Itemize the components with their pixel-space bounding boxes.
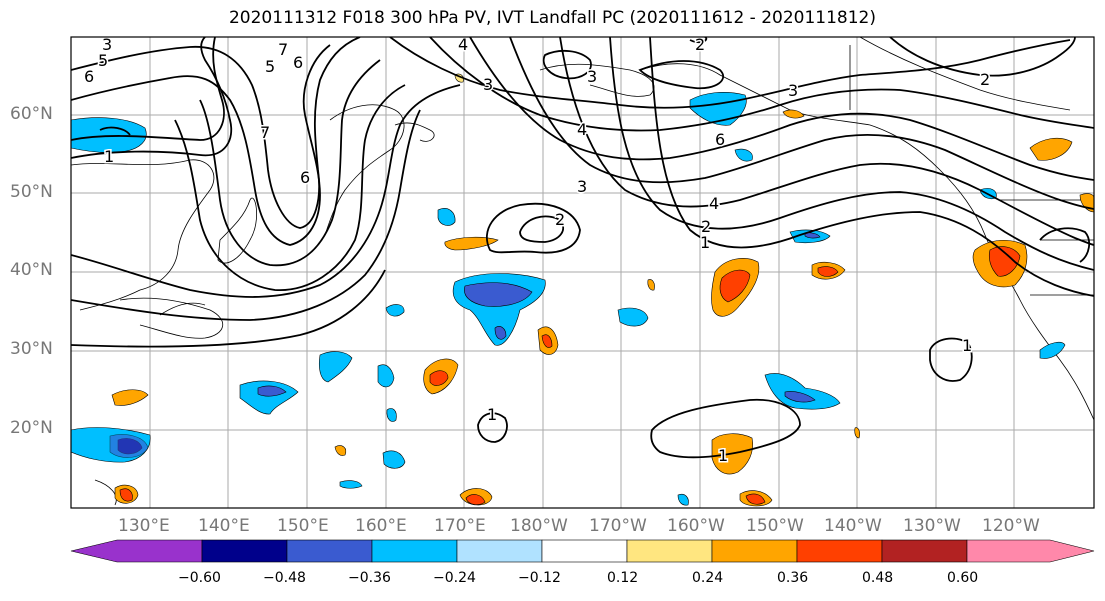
lon-label-140e: 140°E bbox=[198, 516, 250, 536]
contour-label: 1 bbox=[718, 446, 728, 465]
lon-label-160w: 160°W bbox=[667, 516, 725, 536]
map-title: 2020111312 F018 300 hPa PV, IVT Landfall… bbox=[228, 8, 876, 28]
contour-label: 6 bbox=[293, 53, 303, 72]
colorbar-segment bbox=[881, 539, 968, 563]
negative-pv-shading bbox=[71, 91, 1066, 506]
colorbar-segment bbox=[201, 539, 288, 563]
colorbar-tick: −0.48 bbox=[263, 570, 306, 586]
lon-label-150w: 150°W bbox=[746, 516, 804, 536]
contour-label: 2 bbox=[695, 35, 705, 54]
contour-label: 3 bbox=[788, 81, 798, 100]
lon-label-120w: 120°W bbox=[982, 516, 1040, 536]
lon-label-140w: 140°W bbox=[824, 516, 882, 536]
contour-label: 2 bbox=[555, 210, 565, 229]
contour-label: 4 bbox=[577, 120, 587, 139]
lon-label-160e: 160°E bbox=[355, 516, 407, 536]
colorbar-tick: −0.12 bbox=[518, 570, 561, 586]
positive-pv-shading bbox=[111, 73, 1094, 507]
map-frame bbox=[70, 36, 1095, 509]
lon-label-130e: 130°E bbox=[118, 516, 170, 536]
contour-label: 7 bbox=[278, 40, 288, 59]
colorbar-tick: 0.12 bbox=[607, 570, 639, 586]
colorbar-tick: −0.24 bbox=[433, 570, 476, 586]
colorbar-segment bbox=[966, 539, 1095, 563]
colorbar-tick: 0.36 bbox=[777, 570, 809, 586]
colorbar-segment bbox=[286, 539, 373, 563]
colorbar-segment bbox=[796, 539, 883, 563]
lon-label-170e: 170°E bbox=[434, 516, 486, 536]
contour-label: 4 bbox=[458, 35, 468, 54]
contour-label: 5 bbox=[265, 57, 275, 76]
contour-label: 6 bbox=[715, 130, 725, 149]
lat-label-50n: 50°N bbox=[10, 182, 53, 202]
lat-label-60n: 60°N bbox=[10, 104, 53, 124]
contour-label: 1 bbox=[487, 405, 497, 424]
colorbar-segment bbox=[456, 539, 543, 563]
contour-label: 2 bbox=[980, 70, 990, 89]
contour-labels: 3 5 6 1 5 6 7 7 6 4 3 2 3 4 3 3 6 4 2 1 … bbox=[83, 35, 992, 467]
pv-contours bbox=[71, 37, 1094, 459]
lat-label-40n: 40°N bbox=[10, 260, 53, 280]
contour-label: 3 bbox=[102, 35, 112, 54]
contour-label: 1 bbox=[700, 233, 710, 252]
colorbar-segment bbox=[371, 539, 458, 563]
lon-label-130w: 130°W bbox=[903, 516, 961, 536]
colorbar-tick: 0.60 bbox=[947, 570, 979, 586]
colorbar-tick: 0.48 bbox=[862, 570, 894, 586]
map-plot-area: 3 5 6 1 5 6 7 7 6 4 3 2 3 4 3 3 6 4 2 1 … bbox=[71, 35, 1094, 508]
lat-label-30n: 30°N bbox=[10, 339, 53, 359]
contour-label: 7 bbox=[260, 123, 270, 142]
colorbar-tick: 0.24 bbox=[692, 570, 724, 586]
colorbar bbox=[70, 539, 1095, 563]
colorbar-tick: −0.60 bbox=[178, 570, 221, 586]
contour-label: 3 bbox=[483, 75, 493, 94]
colorbar-tick: −0.36 bbox=[348, 570, 391, 586]
colorbar-segment bbox=[541, 539, 628, 563]
lon-label-170w: 170°W bbox=[589, 516, 647, 536]
lat-label-20n: 20°N bbox=[10, 418, 53, 438]
contour-label: 1 bbox=[104, 147, 114, 166]
contour-label: 4 bbox=[709, 194, 719, 213]
contour-label: 3 bbox=[587, 67, 597, 86]
contour-label: 1 bbox=[962, 336, 972, 355]
lon-label-150e: 150°E bbox=[277, 516, 329, 536]
contour-label: 6 bbox=[84, 67, 94, 86]
contour-label: 3 bbox=[577, 177, 587, 196]
colorbar-segment bbox=[626, 539, 713, 563]
contour-label: 5 bbox=[98, 51, 108, 70]
contour-label: 2 bbox=[701, 217, 711, 236]
lon-label-180w: 180°W bbox=[510, 516, 568, 536]
colorbar-segment bbox=[70, 539, 203, 563]
colorbar-segment bbox=[711, 539, 798, 563]
contour-label: 6 bbox=[300, 168, 310, 187]
